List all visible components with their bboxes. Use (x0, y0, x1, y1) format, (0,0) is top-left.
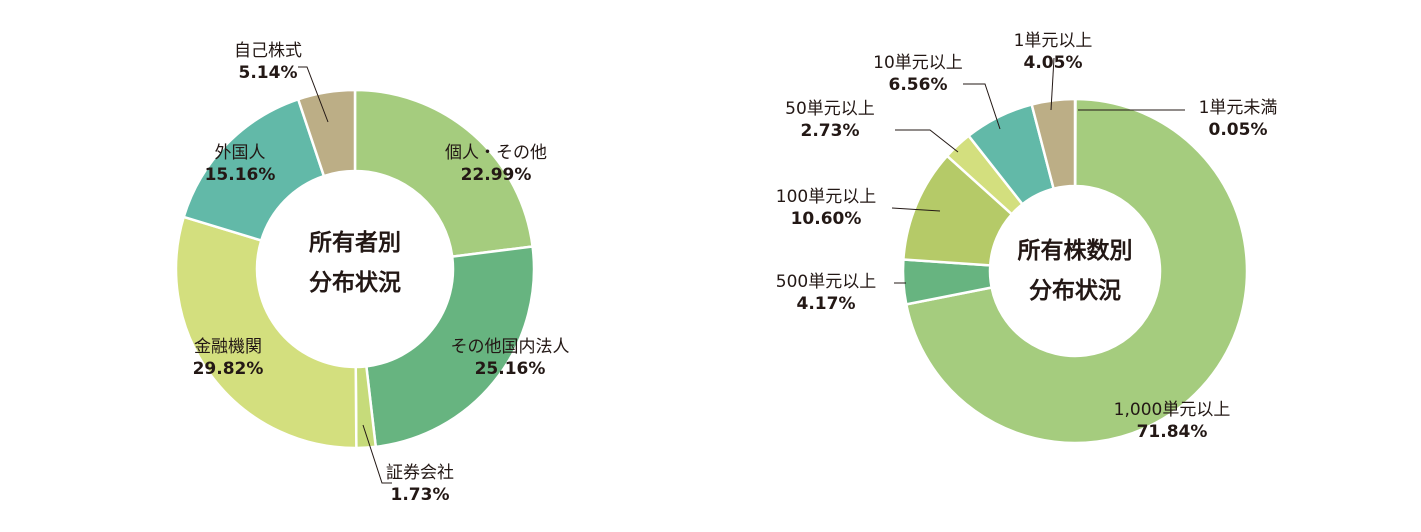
slice-label-2-7: 1単元以上 (1014, 31, 1093, 51)
slice-label-2-4: 100単元以上 (776, 187, 876, 207)
slice-value-1-5: 15.16% (205, 165, 276, 185)
slice-label-1-2: その他国内法人 (451, 337, 570, 357)
slice-label-1-1: 個人・その他 (445, 143, 547, 163)
donut-hole-2 (990, 186, 1160, 356)
leader-line-1-6 (298, 66, 329, 123)
center-label-1-line-2: 分布状況 (309, 269, 401, 296)
slice-1-1 (353, 88, 534, 258)
center-label-2-line-1: 所有株数別 (1018, 237, 1133, 264)
slice-value-1-4: 29.82% (193, 359, 264, 379)
slice-label-1-3: 証券会社 (386, 463, 454, 483)
slice-value-2-2: 71.84% (1137, 422, 1208, 442)
slice-value-2-6: 6.56% (889, 75, 948, 95)
leader-line-1-3 (362, 424, 392, 484)
slice-value-1-2: 25.16% (475, 359, 546, 379)
leader-line-2-5 (895, 129, 959, 153)
slice-value-1-3: 1.73% (391, 485, 450, 505)
slice-label-2-2: 1,000単元以上 (1114, 400, 1231, 420)
slice-label-2-3: 500単元以上 (776, 272, 876, 292)
slice-label-2-6: 10単元以上 (873, 53, 963, 73)
center-label-1-line-1: 所有者別 (309, 229, 401, 256)
slice-value-2-4: 10.60% (791, 209, 862, 229)
donut-hole-1 (257, 171, 453, 367)
slice-label-2-1: 1単元未満 (1199, 98, 1278, 118)
leader-line-2-6 (963, 83, 1001, 130)
center-label-2-line-2: 分布状況 (1029, 277, 1121, 304)
slice-label-1-5: 外国人 (215, 143, 266, 163)
slice-label-1-4: 金融機関 (194, 337, 262, 357)
slice-value-2-5: 2.73% (801, 121, 860, 141)
slice-label-2-5: 50単元以上 (785, 99, 875, 119)
slice-value-2-1: 0.05% (1209, 120, 1268, 140)
leader-line-2-7 (1050, 57, 1055, 111)
slice-value-2-3: 4.17% (797, 294, 856, 314)
leader-line-2-4 (891, 207, 941, 212)
slice-value-1-1: 22.99% (461, 165, 532, 185)
slice-1-4 (174, 215, 358, 450)
slice-value-2-7: 4.05% (1024, 53, 1083, 73)
slice-value-1-6: 5.14% (239, 63, 298, 83)
slice-label-1-6: 自己株式 (234, 41, 302, 61)
